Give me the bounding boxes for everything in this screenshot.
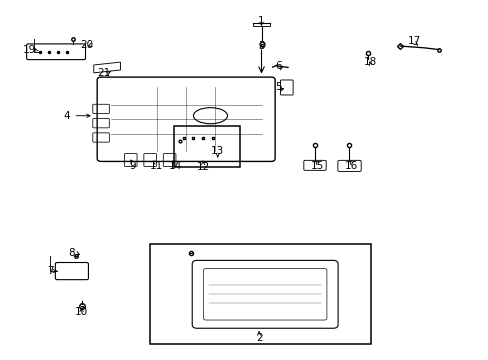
Text: 12: 12 bbox=[196, 162, 209, 172]
Text: 3: 3 bbox=[258, 41, 264, 51]
Text: 2: 2 bbox=[255, 333, 262, 343]
Text: 11: 11 bbox=[149, 161, 163, 171]
Text: 15: 15 bbox=[310, 161, 324, 171]
Text: 5: 5 bbox=[275, 82, 281, 92]
Text: 18: 18 bbox=[364, 57, 377, 67]
Text: 8: 8 bbox=[68, 248, 75, 258]
Text: 19: 19 bbox=[23, 45, 36, 55]
Text: 14: 14 bbox=[168, 161, 182, 171]
Bar bbox=[149, 244, 370, 344]
Bar bbox=[174, 126, 239, 167]
Text: 20: 20 bbox=[80, 40, 93, 50]
Text: 6: 6 bbox=[275, 62, 281, 71]
Text: 9: 9 bbox=[129, 161, 136, 171]
Text: 1: 1 bbox=[258, 16, 264, 26]
Text: 16: 16 bbox=[344, 161, 357, 171]
Text: 10: 10 bbox=[75, 307, 88, 317]
Text: 7: 7 bbox=[46, 266, 53, 276]
Text: 17: 17 bbox=[407, 36, 421, 46]
Text: 4: 4 bbox=[63, 111, 70, 121]
Text: 21: 21 bbox=[97, 68, 110, 78]
Text: 13: 13 bbox=[211, 147, 224, 157]
